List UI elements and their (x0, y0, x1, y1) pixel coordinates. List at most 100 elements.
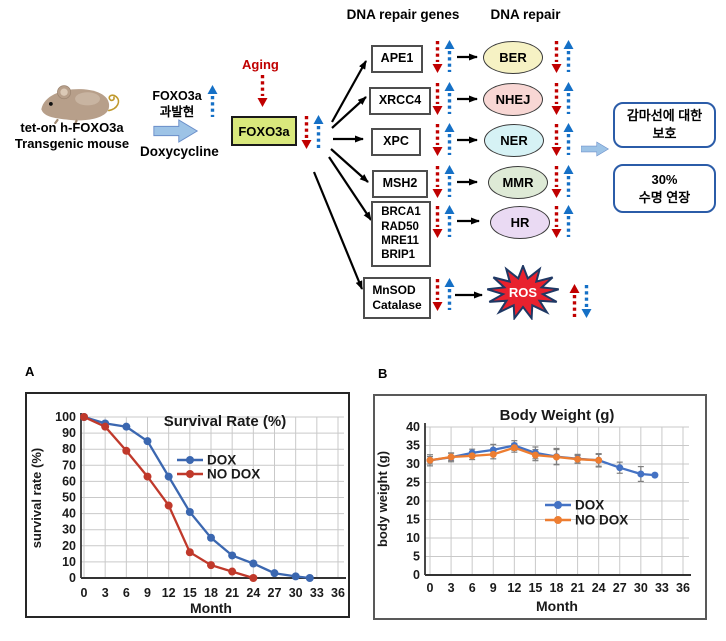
svg-text:DOX: DOX (575, 498, 604, 513)
red-down-arrow-icon (432, 205, 443, 243)
gene-label: XRCC4 (378, 93, 422, 108)
blue-up-arrow-icon (313, 115, 324, 154)
blue-up-arrow-icon (563, 205, 574, 243)
gene-label: BRCA1 RAD50 MRE11 BRIP1 (381, 206, 421, 262)
red-down-arrow-icon (432, 82, 443, 120)
svg-text:20: 20 (406, 494, 420, 508)
svg-text:35: 35 (406, 439, 420, 453)
svg-text:40: 40 (406, 420, 420, 434)
header-dna-repair-genes: DNA repair genes (346, 7, 460, 22)
blue-up-arrow-icon (444, 278, 455, 316)
svg-text:36: 36 (676, 581, 690, 595)
red-down-arrow-icon (432, 123, 443, 161)
svg-text:15: 15 (528, 581, 542, 595)
svg-text:0: 0 (427, 581, 434, 595)
svg-text:20: 20 (62, 539, 76, 553)
panel-label-a: A (25, 364, 35, 379)
svg-text:80: 80 (62, 442, 76, 456)
svg-text:100: 100 (55, 410, 76, 424)
svg-text:12: 12 (507, 581, 521, 595)
svg-text:Month: Month (536, 598, 578, 614)
gene-box-xrcc4: XRCC4 (369, 87, 431, 115)
gene-box-brca1-group: BRCA1 RAD50 MRE11 BRIP1 (371, 201, 431, 267)
svg-text:33: 33 (310, 586, 324, 600)
red-down-arrow-icon (432, 40, 443, 78)
blue-up-arrow-icon (563, 40, 574, 78)
red-down-arrow-icon (551, 205, 562, 243)
gene-label: APE1 (380, 51, 414, 66)
gene-label: MSH2 (382, 176, 418, 191)
blue-up-arrow-icon (563, 82, 574, 120)
svg-text:50: 50 (62, 491, 76, 505)
svg-text:60: 60 (62, 474, 76, 488)
red-down-arrow-icon (432, 165, 443, 203)
svg-text:Body Weight (g): Body Weight (g) (500, 407, 615, 424)
foxo3a-induction-label: FOXO3a 과발현 (152, 89, 202, 120)
svg-text:30: 30 (62, 523, 76, 537)
pathway-ellipse-nhej: NHEJ (483, 83, 543, 116)
blue-up-arrow-icon (563, 165, 574, 203)
panel-label-b: B (378, 366, 388, 381)
svg-text:body weight (g): body weight (g) (375, 451, 390, 547)
svg-text:24: 24 (246, 586, 260, 600)
svg-text:NO DOX: NO DOX (207, 467, 260, 482)
svg-text:6: 6 (469, 581, 476, 595)
pathway-ellipse-hr: HR (490, 206, 550, 239)
blue-up-arrow-icon (563, 123, 574, 161)
svg-text:Month: Month (190, 600, 232, 616)
svg-text:21: 21 (225, 586, 239, 600)
svg-text:27: 27 (613, 581, 627, 595)
svg-text:6: 6 (123, 586, 130, 600)
gene-box-ape1: APE1 (371, 45, 423, 73)
svg-text:18: 18 (550, 581, 564, 595)
svg-text:27: 27 (268, 586, 282, 600)
svg-text:0: 0 (81, 586, 88, 600)
pathway-ellipse-ner: NER (484, 124, 544, 157)
header-dna-repair: DNA repair (490, 7, 561, 22)
svg-text:10: 10 (62, 555, 76, 569)
red-down-arrow-icon (551, 165, 562, 203)
svg-text:DOX: DOX (207, 453, 236, 468)
red-down-arrow-icon (551, 123, 562, 161)
red-up-arrow-icon (569, 284, 580, 323)
red-down-arrow-icon (301, 115, 312, 154)
blue-down-arrow-icon (581, 284, 592, 323)
svg-text:40: 40 (62, 507, 76, 521)
svg-text:90: 90 (62, 426, 76, 440)
svg-text:0: 0 (69, 571, 76, 585)
foxo3a-box: FOXO3a (231, 116, 297, 146)
svg-text:Survival Rate (%): Survival Rate (%) (164, 413, 287, 430)
svg-text:15: 15 (183, 586, 197, 600)
outcome-arrow-icon (581, 141, 609, 157)
ros-label: ROS (509, 285, 538, 300)
red-down-arrow-icon (257, 74, 268, 112)
svg-text:15: 15 (406, 513, 420, 527)
svg-text:30: 30 (289, 586, 303, 600)
blue-up-arrow-icon (444, 123, 455, 161)
gene-box-msh2: MSH2 (372, 170, 428, 198)
aging-label: Aging (242, 57, 279, 72)
mouse-illustration (41, 85, 120, 124)
red-down-arrow-icon (551, 82, 562, 120)
svg-text:3: 3 (102, 586, 109, 600)
red-down-arrow-icon (432, 278, 443, 316)
svg-text:18: 18 (204, 586, 218, 600)
ros-starburst: ROS (487, 265, 559, 320)
doxycycline-label: Doxycycline (140, 144, 219, 159)
pathway-ellipse-ber: BER (483, 41, 543, 74)
survival-rate-chart: 0 3 6 9 12 15 18 21 24 27 30 33 36 0 10 20 30 40 50 60 70 80 9… (25, 392, 350, 618)
pathway-ellipse-mmr: MMR (488, 166, 548, 199)
outcome-box-gamma-protection: 감마선에 대한 보호 (613, 102, 716, 148)
svg-text:21: 21 (571, 581, 585, 595)
svg-text:0: 0 (413, 568, 420, 582)
blue-up-arrow-icon (207, 85, 218, 123)
svg-text:NO DOX: NO DOX (575, 513, 628, 528)
svg-text:10: 10 (406, 531, 420, 545)
blue-up-arrow-icon (444, 205, 455, 243)
blue-up-arrow-icon (444, 82, 455, 120)
connector-arrows (312, 53, 483, 299)
gene-label: XPC (383, 134, 409, 149)
svg-text:12: 12 (162, 586, 176, 600)
svg-text:30: 30 (634, 581, 648, 595)
